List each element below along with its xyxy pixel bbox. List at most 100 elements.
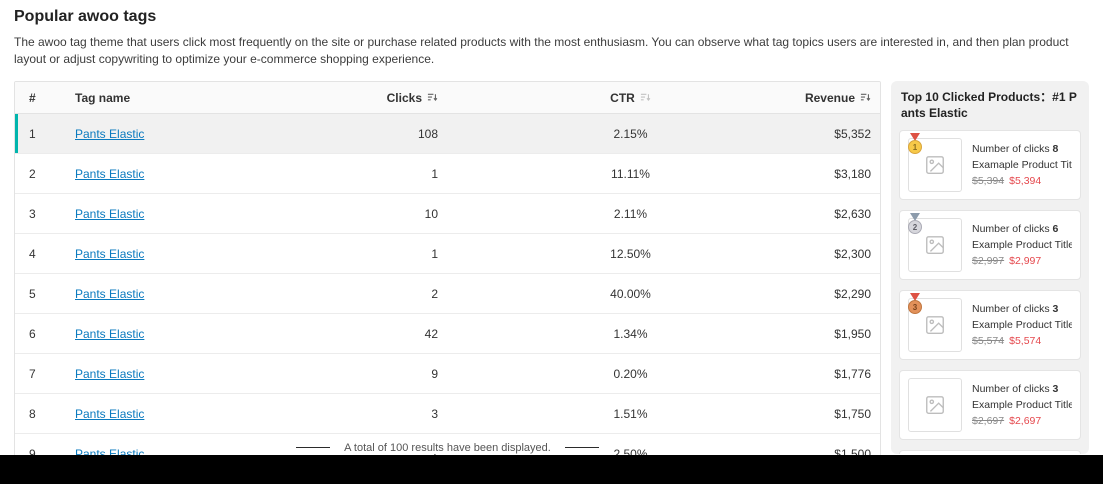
- row-index: 7: [15, 353, 61, 395]
- table-row[interactable]: 8 Pants Elastic 3 1.51% $1,750: [15, 393, 880, 435]
- page-description: The awoo tag theme that users click most…: [14, 35, 1069, 67]
- product-image-placeholder: [908, 298, 962, 353]
- row-clicks: 108: [321, 113, 452, 155]
- sale-price: $2,997: [1009, 255, 1042, 268]
- table-row[interactable]: 1 Pants Elastic 108 2.15% $5,352: [15, 113, 880, 155]
- product-title: Example Product Title: [972, 319, 1072, 332]
- product-clicks: Number of clicks 8: [972, 142, 1059, 155]
- sort-icon: [860, 93, 871, 101]
- row-index: 2: [15, 153, 61, 195]
- tag-link[interactable]: Pants Elastic: [75, 206, 145, 221]
- tag-link[interactable]: Pants Elastic: [75, 246, 145, 261]
- product-clicks: Number of clicks 3: [972, 382, 1059, 395]
- product-prices: $5,574 $5,574: [972, 333, 1072, 349]
- row-clicks: 3: [321, 393, 452, 435]
- product-card[interactable]: 3 Number of clicks 3 Example Product Title…: [899, 290, 1081, 361]
- row-ctr: 12.50%: [452, 233, 777, 275]
- row-revenue: $1,776: [777, 353, 880, 395]
- product-title: Example Product Title: [972, 399, 1072, 412]
- row-clicks: 9: [321, 353, 452, 395]
- product-clicks: Number of clicks 6: [972, 222, 1059, 235]
- product-title: Example Product Title: [972, 239, 1072, 252]
- tag-link[interactable]: Pants Elastic: [75, 366, 145, 381]
- tag-link[interactable]: Pants Elastic: [75, 326, 145, 341]
- row-ctr: 1.51%: [452, 393, 777, 435]
- header-revenue[interactable]: Revenue: [777, 81, 880, 115]
- row-revenue: $1,950: [777, 313, 880, 355]
- row-index: 8: [15, 393, 61, 435]
- original-price: $5,574: [972, 335, 1005, 348]
- sort-icon: [427, 93, 438, 101]
- row-clicks: 1: [321, 153, 452, 195]
- medal-icon: 1: [907, 133, 923, 155]
- row-revenue: $2,300: [777, 233, 880, 275]
- product-card[interactable]: 2 Number of clicks 6 Example Product Title…: [899, 210, 1081, 281]
- original-price: $5,394: [972, 175, 1005, 188]
- panel-title: Top 10 Clicked Products：#1 Pants Elastic: [901, 89, 1077, 120]
- table-row[interactable]: 5 Pants Elastic 2 40.00% $2,290: [15, 273, 880, 315]
- row-index: 1: [15, 113, 61, 155]
- table-row[interactable]: 6 Pants Elastic 42 1.34% $1,950: [15, 313, 880, 355]
- table-row[interactable]: 2 Pants Elastic 1 11.11% $3,180: [15, 153, 880, 195]
- product-card-partial[interactable]: [899, 450, 1081, 454]
- header-index: #: [15, 81, 61, 115]
- row-ctr: 40.00%: [452, 273, 777, 315]
- top-products-panel[interactable]: Top 10 Clicked Products：#1 Pants Elastic…: [891, 80, 1089, 454]
- tags-table: # Tag name Clicks CTR Revenue 1 Pants Ela…: [14, 80, 881, 463]
- header-tag-name: Tag name: [61, 81, 321, 115]
- row-revenue: $3,180: [777, 153, 880, 195]
- header-clicks[interactable]: Clicks: [321, 81, 452, 115]
- table-row[interactable]: 3 Pants Elastic 10 2.11% $2,630: [15, 193, 880, 235]
- table-row[interactable]: 7 Pants Elastic 9 0.20% $1,776: [15, 353, 880, 395]
- row-ctr: 2.15%: [452, 113, 777, 155]
- table-row[interactable]: 4 Pants Elastic 1 12.50% $2,300: [15, 233, 880, 275]
- image-placeholder-icon: [926, 316, 944, 335]
- sort-icon: [640, 93, 651, 101]
- bottom-bar: [0, 455, 1103, 484]
- page: Popular awoo tags The awoo tag theme tha…: [14, 8, 1089, 463]
- row-index: 3: [15, 193, 61, 235]
- product-card[interactable]: Number of clicks 3 Example Product Title $…: [899, 370, 1081, 441]
- tag-link[interactable]: Pants Elastic: [75, 286, 145, 301]
- row-revenue: $2,290: [777, 273, 880, 315]
- table-body: 1 Pants Elastic 108 2.15% $5,352 2 Pants Elast…: [15, 113, 880, 462]
- row-index: 9: [15, 433, 61, 462]
- tag-link[interactable]: Pants Elastic: [75, 406, 145, 421]
- tag-link[interactable]: Pants Elastic: [75, 126, 145, 141]
- row-ctr: 2.11%: [452, 193, 777, 235]
- row-revenue: $1,750: [777, 393, 880, 435]
- tag-link[interactable]: Pants Elastic: [75, 166, 145, 181]
- row-ctr: 1.34%: [452, 313, 777, 355]
- row-index: 4: [15, 233, 61, 275]
- product-card[interactable]: 1 Number of clicks 8 Examaple Product Titl…: [899, 130, 1081, 201]
- sale-price: $5,394: [1009, 175, 1042, 188]
- image-placeholder-icon: [926, 396, 944, 415]
- row-clicks: 10: [321, 193, 452, 235]
- image-placeholder-icon: [926, 236, 944, 255]
- product-clicks: Number of clicks 3: [972, 302, 1059, 315]
- table-header-row: # Tag name Clicks CTR Revenue: [15, 81, 880, 115]
- row-clicks: 2: [321, 273, 452, 315]
- product-title: Examaple Product Title: [972, 159, 1072, 172]
- sale-price: $5,574: [1009, 335, 1042, 348]
- medal-icon: 2: [907, 213, 923, 235]
- row-clicks: 1: [321, 233, 452, 275]
- original-price: $2,697: [972, 415, 1005, 428]
- product-prices: $2,997 $2,997: [972, 253, 1072, 269]
- original-price: $2,997: [972, 255, 1005, 268]
- sale-price: $2,697: [1009, 415, 1042, 428]
- page-title: Popular awoo tags: [14, 8, 157, 25]
- row-index: 5: [15, 273, 61, 315]
- row-revenue: $2,630: [777, 193, 880, 235]
- row-revenue: $5,352: [777, 113, 880, 155]
- medal-icon: 3: [907, 293, 923, 315]
- row-index: 6: [15, 313, 61, 355]
- product-prices: $2,697 $2,697: [972, 413, 1072, 429]
- row-clicks: 42: [321, 313, 452, 355]
- product-prices: $5,394 $5,394: [972, 173, 1072, 189]
- row-ctr: 0.20%: [452, 353, 777, 395]
- product-image-placeholder: [908, 378, 962, 433]
- header-ctr[interactable]: CTR: [452, 81, 777, 115]
- image-placeholder-icon: [926, 156, 944, 175]
- row-ctr: 11.11%: [452, 153, 777, 195]
